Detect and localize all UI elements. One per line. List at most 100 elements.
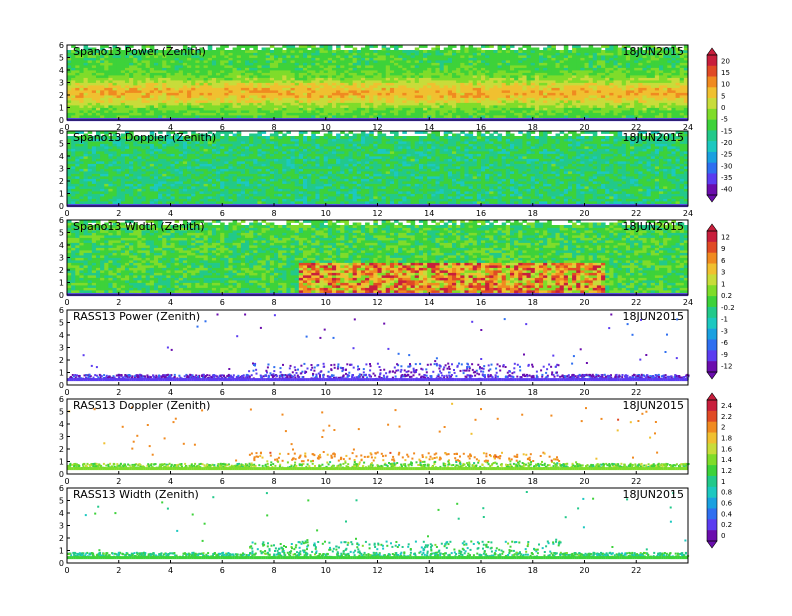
heatmap-cell <box>129 174 134 177</box>
heatmap-cell <box>423 85 428 88</box>
heatmap-cell <box>88 100 93 103</box>
heatmap-cell <box>71 156 76 159</box>
heatmap-cell <box>369 55 374 58</box>
heatmap-cell <box>572 100 577 103</box>
heatmap-cell <box>253 78 258 81</box>
heatmap-cell <box>175 113 180 116</box>
heatmap-cell <box>493 78 498 81</box>
heatmap-cell <box>605 58 610 61</box>
heatmap-cell <box>419 58 424 61</box>
heatmap-cell <box>564 75 569 78</box>
heatmap-cell <box>137 164 142 167</box>
heatmap-cell <box>622 80 627 83</box>
heatmap-cell <box>402 80 407 83</box>
heatmap-cell <box>79 70 84 73</box>
heatmap-cell <box>560 113 565 116</box>
heatmap-cell <box>67 161 72 164</box>
heatmap-cell <box>357 83 362 86</box>
heatmap-cell <box>411 105 416 108</box>
heatmap-cell <box>618 58 623 61</box>
heatmap-cell <box>613 50 618 53</box>
heatmap-cell <box>597 68 602 71</box>
heatmap-cell <box>286 95 291 98</box>
heatmap-cell <box>158 68 163 71</box>
heatmap-cell <box>113 70 118 73</box>
heatmap-cell <box>328 58 333 61</box>
heatmap-cell <box>655 78 660 81</box>
heatmap-cell <box>493 75 498 78</box>
colorbar-label: -40 <box>721 186 732 194</box>
heatmap-cell <box>365 75 370 78</box>
heatmap-cell <box>353 58 358 61</box>
heatmap-cell <box>406 103 411 106</box>
heatmap-cell <box>527 105 532 108</box>
heatmap-cell <box>104 78 109 81</box>
heatmap-cell <box>572 70 577 73</box>
heatmap-cell <box>92 98 97 101</box>
heatmap-cell <box>651 88 656 91</box>
heatmap-cell <box>634 80 639 83</box>
heatmap-cell <box>179 68 184 71</box>
heatmap-cell <box>349 65 354 68</box>
heatmap-cell <box>286 50 291 53</box>
heatmap-cell <box>344 53 349 56</box>
heatmap-cell <box>142 179 147 182</box>
heatmap-cell <box>212 103 217 106</box>
heatmap-cell <box>315 75 320 78</box>
heatmap-cell <box>601 60 606 63</box>
heatmap-cell <box>282 60 287 63</box>
heatmap-cell <box>477 73 482 76</box>
heatmap-cell <box>357 105 362 108</box>
heatmap-cell <box>444 95 449 98</box>
heatmap-cell <box>307 95 312 98</box>
heatmap-cell <box>560 58 565 61</box>
heatmap-cell <box>498 53 503 56</box>
heatmap-cell <box>108 169 113 172</box>
heatmap-cell <box>448 75 453 78</box>
heatmap-cell <box>204 113 209 116</box>
heatmap-cell <box>84 146 89 149</box>
heatmap-cell <box>618 70 623 73</box>
heatmap-cell <box>349 90 354 93</box>
heatmap-cell <box>419 73 424 76</box>
heatmap-cell <box>117 63 122 66</box>
heatmap-cell <box>307 83 312 86</box>
heatmap-cell <box>435 50 440 53</box>
heatmap-cell <box>241 53 246 56</box>
heatmap-cell <box>88 181 93 184</box>
heatmap-cell <box>365 85 370 88</box>
heatmap-cell <box>262 88 267 91</box>
heatmap-cell <box>589 83 594 86</box>
heatmap-cell <box>315 80 320 83</box>
heatmap-cell <box>435 63 440 66</box>
heatmap-cell <box>146 60 151 63</box>
heatmap-cell <box>71 176 76 179</box>
heatmap-cell <box>419 80 424 83</box>
heatmap-cell <box>572 68 577 71</box>
heatmap-cell <box>340 110 345 113</box>
heatmap-cell <box>535 110 540 113</box>
heatmap-cell <box>71 100 76 103</box>
heatmap-cell <box>419 95 424 98</box>
heatmap-cell <box>282 78 287 81</box>
heatmap-cell <box>609 78 614 81</box>
heatmap-cell <box>195 90 200 93</box>
heatmap-cell <box>133 191 138 194</box>
heatmap-cell <box>183 83 188 86</box>
heatmap-cell <box>543 65 548 68</box>
heatmap-cell <box>406 70 411 73</box>
heatmap-cell <box>233 90 238 93</box>
heatmap-cell <box>564 90 569 93</box>
heatmap-cell <box>142 108 147 111</box>
heatmap-cell <box>295 103 300 106</box>
heatmap-cell <box>104 159 109 162</box>
heatmap-cell <box>88 90 93 93</box>
heatmap-cell <box>237 98 242 101</box>
heatmap-cell <box>663 68 668 71</box>
heatmap-cell <box>208 80 213 83</box>
heatmap-cell <box>560 63 565 66</box>
heatmap-cell <box>191 65 196 68</box>
heatmap-cell <box>133 154 138 157</box>
heatmap-cell <box>680 78 685 81</box>
heatmap-cell <box>274 95 279 98</box>
